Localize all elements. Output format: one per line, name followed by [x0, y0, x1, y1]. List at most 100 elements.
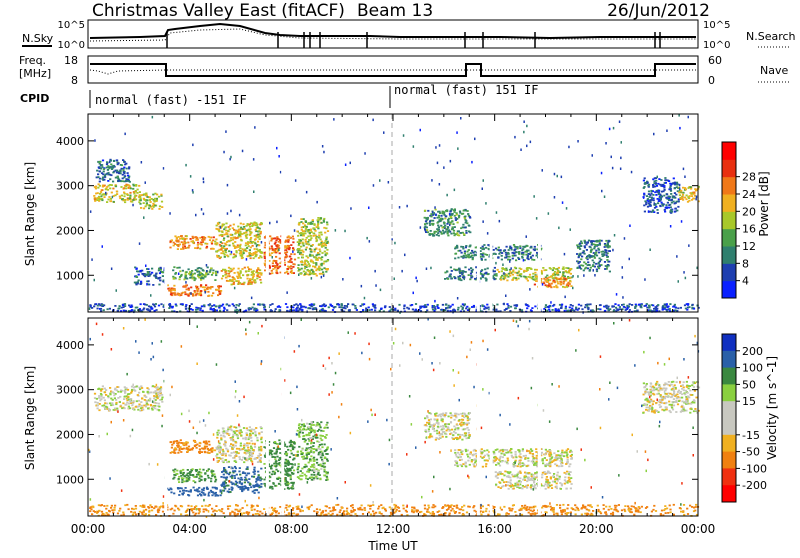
echo-cell — [372, 303, 374, 305]
echo-cell — [510, 247, 512, 249]
echo-cell — [147, 408, 149, 410]
echo-cell — [105, 406, 107, 408]
echo-cell — [437, 307, 439, 309]
echo-cell — [257, 461, 259, 463]
echo-cell — [300, 261, 302, 263]
echo-cell — [297, 267, 299, 269]
echo-cell — [494, 267, 496, 269]
echo-cell — [682, 187, 684, 189]
echo-noise — [112, 196, 114, 199]
echo-cell — [520, 273, 522, 275]
echo-cell — [598, 267, 600, 269]
echo-noise — [685, 277, 687, 280]
echo-cell — [569, 268, 571, 270]
echo-cell — [660, 179, 662, 181]
echo-cell — [187, 242, 189, 244]
echo-cell — [149, 392, 151, 394]
echo-cell — [214, 279, 216, 281]
echo-cell — [508, 256, 510, 258]
echo-cell — [119, 396, 121, 398]
echo-cell — [456, 247, 458, 249]
echo-cell — [221, 247, 223, 249]
echo-cell — [587, 268, 589, 270]
echo-cell — [189, 271, 191, 273]
echo-cell — [462, 248, 464, 250]
echo-cell — [608, 241, 610, 243]
echo-noise — [201, 208, 203, 211]
echo-cell — [429, 224, 431, 226]
echo-cell — [183, 490, 185, 492]
echo-cell — [502, 278, 504, 280]
echo-cell — [669, 183, 671, 185]
echo-noise — [631, 171, 633, 174]
echo-noise — [621, 141, 623, 144]
echo-cell — [304, 262, 306, 264]
echo-cell — [408, 308, 410, 310]
echo-cell — [666, 194, 668, 196]
echo-cell — [481, 258, 483, 260]
echo-cell — [569, 281, 571, 283]
echo-cell — [239, 474, 241, 476]
echo-noise — [435, 214, 437, 217]
echo-cell — [154, 310, 156, 312]
echo-cell — [209, 287, 211, 289]
echo-cell — [309, 232, 311, 234]
echo-cell — [198, 277, 200, 279]
echo-cell — [549, 279, 551, 281]
echo-noise — [622, 296, 624, 299]
echo-cell — [445, 229, 447, 231]
echo-cell — [269, 235, 271, 237]
echo-noise — [190, 292, 192, 295]
echo-cell — [444, 278, 446, 280]
echo-cell — [452, 304, 454, 306]
echo-cell — [204, 276, 206, 278]
echo-cell — [127, 184, 129, 186]
echo-cell — [462, 270, 464, 272]
echo-cell — [306, 237, 308, 239]
echo-cell — [229, 225, 231, 227]
echo-cell — [114, 305, 116, 307]
echo-noise — [203, 178, 205, 181]
echo-cell — [320, 239, 322, 241]
echo-cell — [248, 229, 250, 231]
echo-cell — [241, 240, 243, 242]
echo-cell — [684, 187, 686, 189]
echo-cell — [222, 433, 224, 435]
data-gap — [164, 114, 167, 312]
echo-cell — [191, 293, 193, 295]
echo-noise — [253, 191, 255, 194]
echo-cell — [321, 265, 323, 267]
echo-noise — [503, 272, 505, 275]
echo-cell — [500, 279, 502, 281]
echo-cell — [256, 269, 258, 271]
echo-noise — [622, 266, 624, 269]
echo-cell — [580, 245, 582, 247]
echo-cell — [485, 247, 487, 249]
echo-cell — [123, 167, 125, 169]
echo-cell — [153, 398, 155, 400]
echo-cell — [185, 490, 187, 492]
echo-cell — [249, 224, 251, 226]
echo-cell — [323, 267, 325, 269]
echo-cell — [95, 193, 97, 195]
echo-noise — [592, 255, 594, 258]
echo-cell — [178, 236, 180, 238]
echo-cell — [103, 171, 105, 173]
echo-cell — [256, 489, 258, 491]
echo-cell — [242, 486, 244, 488]
echo-noise — [443, 166, 445, 169]
echo-cell — [668, 204, 670, 206]
echo-cell — [173, 441, 175, 443]
echo-cell — [121, 307, 123, 309]
echo-cell — [577, 247, 579, 249]
echo-cell — [169, 306, 171, 308]
echo-cell — [242, 248, 244, 250]
echo-cell — [238, 229, 240, 231]
echo-cell — [190, 274, 192, 276]
echo-noise — [415, 277, 417, 280]
echo-noise — [242, 150, 244, 153]
echo-cell — [101, 164, 103, 166]
echo-cell — [197, 495, 199, 497]
echo-cell — [199, 448, 201, 450]
echo-cell — [580, 241, 582, 243]
